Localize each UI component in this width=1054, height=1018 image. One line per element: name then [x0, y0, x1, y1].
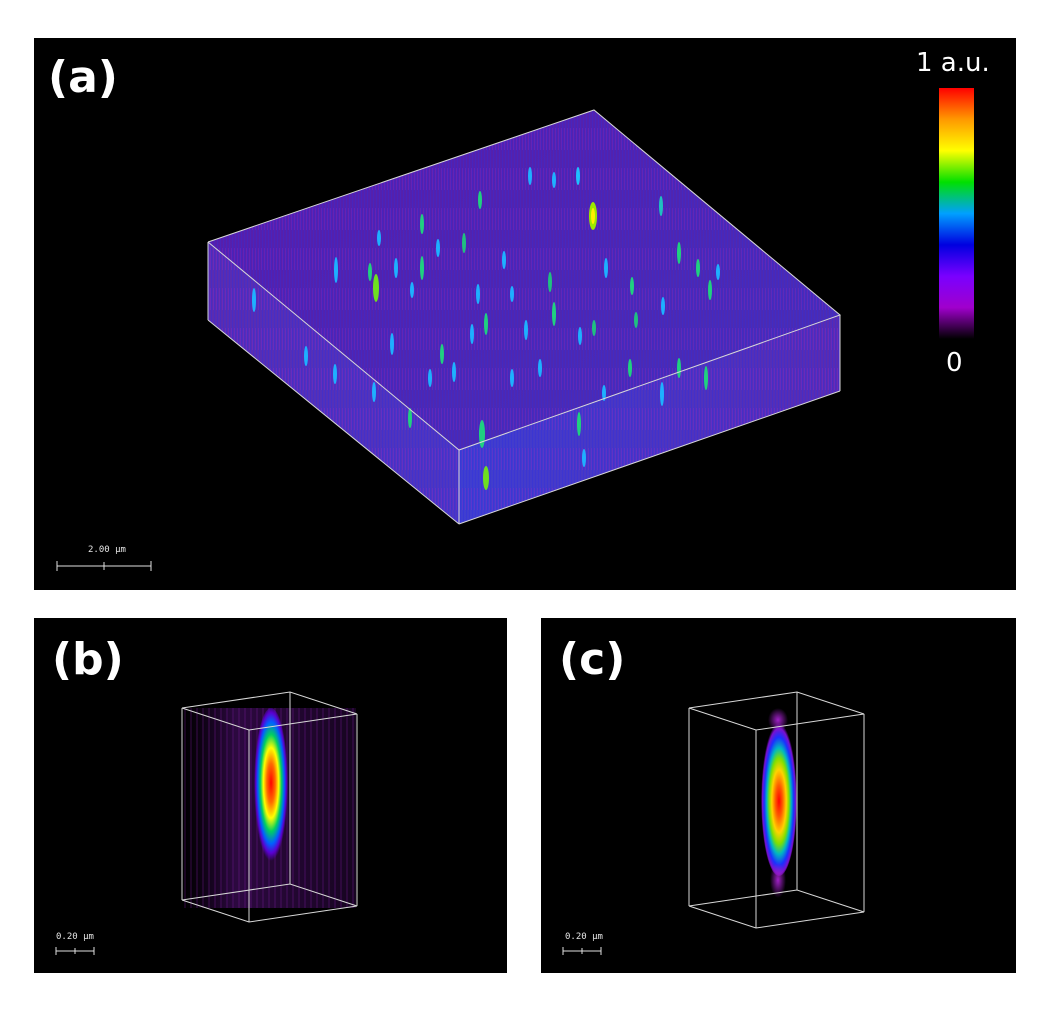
scalebar-line-b	[55, 947, 95, 955]
volume-render-b	[55, 691, 358, 955]
scalebar-label-a: 2.00 µm	[88, 545, 126, 555]
scalebar-label-c: 0.20 µm	[565, 932, 603, 942]
bounding-box-a	[207, 109, 841, 525]
colorbar-max-label: 1 a.u.	[916, 48, 990, 78]
volume-render-a	[56, 109, 841, 571]
panel-a-label: (a)	[48, 52, 118, 103]
volume-render-c	[562, 691, 865, 955]
panel-b-label: (b)	[52, 634, 124, 685]
psf-spot-b	[254, 708, 288, 864]
scalebar-line-c	[562, 947, 602, 955]
psf-spot-c	[761, 720, 797, 876]
colorbar-min-label: 0	[946, 348, 963, 378]
scalebar-label-b: 0.20 µm	[56, 932, 94, 942]
bounding-box-b	[181, 691, 358, 923]
colorbar	[939, 88, 974, 339]
panel-c-label: (c)	[559, 634, 626, 685]
bounding-box-c	[688, 691, 865, 929]
panel-b: (b) 0.20 µm	[34, 618, 507, 973]
emitter-spots	[252, 167, 720, 490]
scalebar-line-a	[56, 561, 152, 571]
panel-a: (a) 2.00 µm 1 a.u. 0	[34, 38, 1016, 590]
panel-c: (c) 0.20 µm	[541, 618, 1016, 973]
